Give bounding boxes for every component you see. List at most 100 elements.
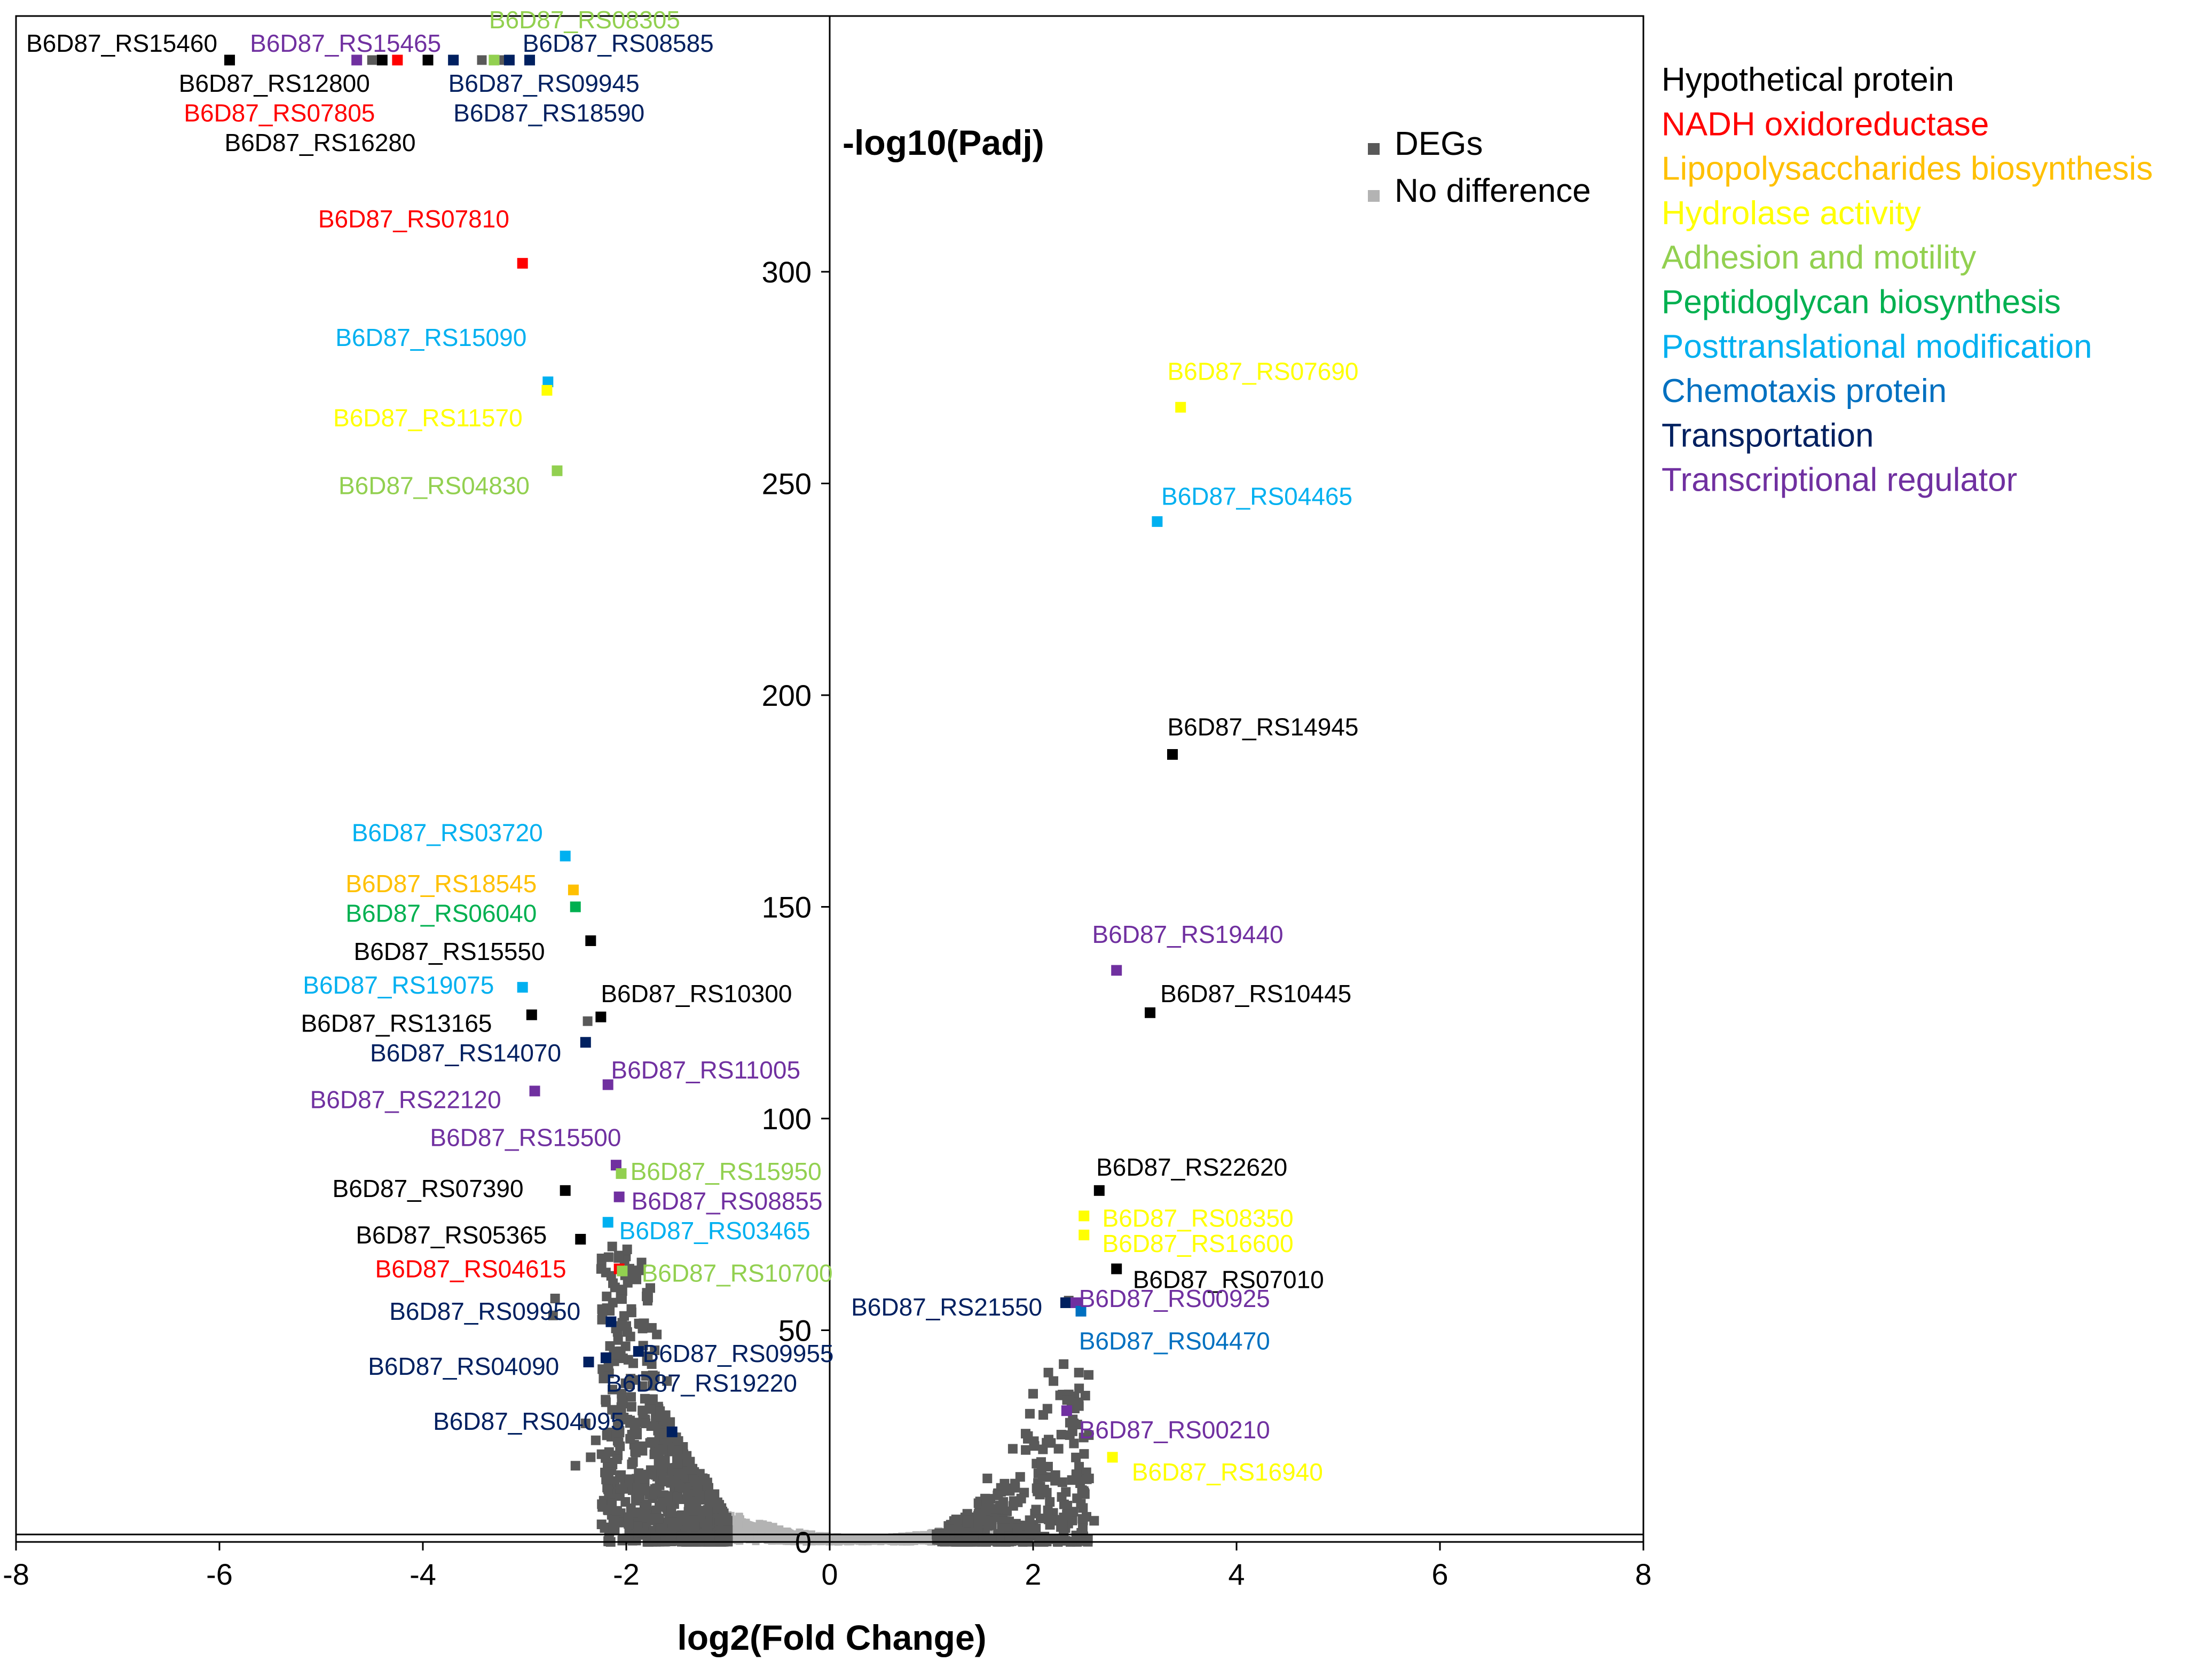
no-difference-point (798, 1534, 806, 1542)
no-difference-point (862, 1537, 870, 1545)
gene-point (1111, 965, 1122, 976)
x-tick-label: 2 (1025, 1557, 1041, 1591)
deg-point (591, 1435, 601, 1445)
gene-point (568, 884, 579, 895)
x-tick-label: -4 (410, 1557, 436, 1591)
y-tick-label: 200 (762, 679, 812, 712)
deg-point (624, 1519, 634, 1529)
gene-point (1152, 516, 1163, 527)
deg-point (615, 1473, 625, 1483)
gene-label: B6D87_RS15950 (631, 1158, 822, 1185)
deg-point (964, 1517, 974, 1528)
category-label: Posttranslational modification (1662, 328, 2092, 365)
deg-point (1005, 1486, 1015, 1496)
deg-point (651, 1505, 662, 1515)
deg-point (721, 1513, 731, 1523)
deg-point (1084, 1370, 1094, 1380)
category-label: Peptidoglycan biosynthesis (1662, 284, 2061, 321)
deg-point (1079, 1449, 1089, 1459)
deg-point (626, 1304, 636, 1314)
category-label: Lipopolysaccharides biosynthesis (1662, 151, 2153, 187)
deg-point (612, 1506, 622, 1516)
deg-point (604, 1447, 614, 1457)
deg-point (601, 1397, 611, 1407)
deg-point (636, 1257, 647, 1268)
deg-point (634, 1492, 644, 1502)
gene-point (1107, 1452, 1118, 1463)
deg-point (1036, 1457, 1046, 1467)
category-label: Transcriptional regulator (1662, 462, 2017, 499)
deg-point (586, 1452, 596, 1462)
gene-label: B6D87_RS09950 (389, 1297, 580, 1325)
deg-point (1036, 1513, 1046, 1523)
gene-label: B6D87_RS18545 (345, 870, 537, 898)
deg-point (659, 1457, 670, 1467)
deg-point (1045, 1520, 1055, 1530)
category-label: Hydrolase activity (1662, 195, 1921, 232)
x-axis-title: log2(Fold Change) (677, 1618, 986, 1657)
deg-point (636, 1441, 646, 1451)
deg-point (1079, 1432, 1089, 1443)
deg-point (1074, 1401, 1084, 1411)
deg-point (615, 1484, 625, 1494)
deg-point (1016, 1493, 1026, 1503)
gene-label: B6D87_RS08305 (489, 6, 680, 34)
deg-point (628, 1358, 639, 1368)
deg-point (1046, 1438, 1056, 1448)
gene-point (605, 1316, 617, 1327)
gene-point (1060, 1297, 1071, 1308)
gene-point (1175, 402, 1186, 413)
gene-point (1075, 1305, 1087, 1317)
deg-point (367, 55, 377, 65)
gene-label: B6D87_RS10300 (601, 980, 792, 1007)
x-tick-label: -6 (206, 1557, 233, 1591)
gene-point (600, 1352, 611, 1364)
deg-point (1007, 1444, 1018, 1454)
deg-point (703, 1507, 713, 1517)
deg-point (603, 1361, 613, 1372)
deg-point (702, 1518, 712, 1529)
deg-point (1043, 1367, 1053, 1377)
gene-point (517, 982, 528, 993)
deg-point (625, 1418, 635, 1428)
legend-label: No difference (1395, 172, 1591, 209)
gene-label: B6D87_RS15500 (430, 1124, 621, 1152)
legend-swatch (1368, 190, 1380, 202)
deg-point (550, 1294, 560, 1304)
category-label: Chemotaxis protein (1662, 373, 1947, 410)
gene-label: B6D87_RS04095 (433, 1407, 624, 1435)
gene-point (392, 54, 403, 66)
deg-point (714, 1503, 725, 1513)
deg-point (1053, 1444, 1064, 1454)
gene-label: B6D87_RS07810 (318, 205, 509, 233)
deg-point (548, 1310, 558, 1320)
category-label: Adhesion and motility (1662, 239, 1976, 276)
deg-point (652, 1329, 662, 1340)
gene-point (1111, 1263, 1122, 1274)
gene-point (602, 1079, 613, 1090)
text-layer: -8 -6 -4 -2 0 2 4 6 8 0 50 100 150 200 250 300 log2(Fold… (3, 6, 2153, 1657)
x-tick-label: 0 (821, 1557, 838, 1591)
deg-point (654, 1514, 664, 1524)
deg-point (938, 1536, 948, 1546)
deg-point (632, 1483, 642, 1493)
gene-label: B6D87_RS10700 (642, 1259, 833, 1287)
deg-point (666, 1506, 676, 1516)
deg-point (1078, 1503, 1088, 1513)
deg-point (1049, 1376, 1059, 1386)
gene-point (610, 1160, 621, 1171)
gene-point (1079, 1230, 1090, 1241)
deg-point (601, 1475, 611, 1485)
no-difference-point (742, 1520, 750, 1528)
gene-point (595, 1011, 607, 1022)
deg-point (1031, 1505, 1041, 1515)
deg-point (695, 1491, 705, 1501)
gene-label: B6D87_RS15550 (354, 938, 545, 965)
gene-point (585, 935, 596, 946)
deg-point (705, 1530, 715, 1540)
deg-point (982, 1474, 993, 1484)
deg-point (667, 1477, 677, 1487)
deg-point (1012, 1523, 1022, 1533)
gene-point (613, 1191, 625, 1202)
deg-point (632, 1274, 642, 1285)
